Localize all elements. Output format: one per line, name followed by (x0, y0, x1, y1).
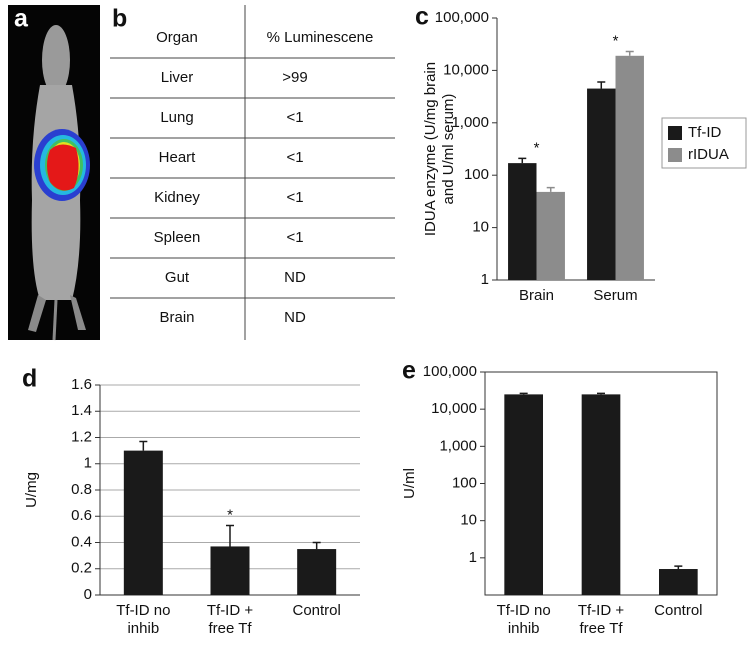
significance-mark: * (613, 32, 619, 49)
y-tick-label: 1 (84, 455, 92, 472)
y-tick-label: 1.2 (71, 428, 92, 445)
x-tick-label: Tf-ID + (578, 602, 624, 619)
y-tick-label: 1 (469, 549, 477, 566)
table-cell: ND (284, 309, 306, 326)
error-bar (625, 50, 634, 56)
error-bar (519, 392, 528, 395)
y-tick-label: 10,000 (431, 400, 477, 417)
panel-label: a (14, 5, 29, 33)
error-bar (312, 541, 321, 550)
bar (508, 163, 537, 280)
table-cell: Liver (161, 69, 194, 86)
bar (659, 569, 698, 595)
table-cell: <1 (286, 109, 303, 126)
x-tick-label: inhib (127, 620, 159, 637)
x-tick-label: Tf-ID no (497, 602, 551, 619)
y-tick-label: 100 (452, 474, 477, 491)
table-cell: <1 (286, 149, 303, 166)
y-tick-label: 0.2 (71, 560, 92, 577)
x-tick-label: Tf-ID + (207, 602, 253, 619)
error-bar (518, 157, 527, 164)
bar (587, 88, 616, 281)
significance-mark: * (227, 506, 233, 523)
error-bar (139, 440, 148, 451)
y-tick-label: 1,000 (439, 437, 477, 454)
error-bar (546, 186, 555, 192)
table-header: % Luminescene (267, 29, 374, 46)
table-cell: Gut (165, 269, 190, 286)
y-tick-label: 10 (460, 512, 477, 529)
panel-label: b (112, 5, 127, 33)
x-tick-label: Brain (519, 287, 554, 304)
legend-label: Tf-ID (688, 124, 721, 141)
table-cell: Lung (160, 109, 193, 126)
panel-label: e (402, 357, 416, 385)
mouse-image (8, 5, 100, 341)
bar (536, 191, 565, 280)
bar (581, 394, 621, 595)
table-cell: Kidney (154, 189, 200, 206)
legend-swatch (668, 126, 682, 140)
y-tick-label: 0.8 (71, 481, 92, 498)
y-axis-label: U/ml (401, 468, 418, 499)
bar (504, 394, 543, 595)
error-bar (597, 392, 605, 395)
panel-label: d (22, 365, 37, 393)
y-tick-label: 100 (464, 166, 489, 183)
legend-frame (661, 117, 747, 169)
x-tick-label: Tf-ID no (116, 602, 170, 619)
x-tick-label: Control (654, 602, 702, 619)
y-tick-label: 100,000 (423, 363, 477, 380)
x-tick-label: Control (292, 602, 340, 619)
y-tick-label: 100,000 (435, 9, 489, 26)
legend-label: rIDUA (688, 146, 729, 163)
error-bar (226, 524, 234, 547)
error-bar (597, 81, 606, 89)
bar (123, 450, 163, 595)
y-tick-label: 1 (481, 271, 489, 288)
y-axis-label: IDUA enzyme (U/mg brain (422, 62, 439, 236)
y-tick-label: 1,000 (451, 114, 489, 131)
y-tick-label: 0.6 (71, 507, 92, 524)
bar (615, 55, 644, 281)
y-tick-label: 0 (84, 586, 92, 603)
table-cell: ND (284, 269, 306, 286)
error-bar (674, 565, 683, 570)
table-cell: <1 (286, 229, 303, 246)
bar (297, 549, 337, 595)
table-cell: Heart (159, 149, 197, 166)
y-tick-label: 1.4 (71, 402, 92, 419)
table-cell: >99 (282, 69, 307, 86)
table-cell: Brain (159, 309, 194, 326)
table-header: Organ (156, 29, 198, 46)
legend-swatch (668, 148, 682, 162)
panel-label: c (415, 3, 429, 31)
x-tick-label: Serum (593, 287, 637, 304)
y-tick-label: 10,000 (443, 61, 489, 78)
x-tick-label: free Tf (579, 620, 623, 637)
table-cell: Spleen (154, 229, 201, 246)
significance-mark: * (534, 139, 540, 156)
x-tick-label: inhib (508, 620, 540, 637)
y-axis-label: and U/ml serum) (440, 94, 457, 205)
table-cell: <1 (286, 189, 303, 206)
y-tick-label: 10 (472, 219, 489, 236)
x-tick-label: free Tf (208, 620, 252, 637)
y-tick-label: 1.6 (71, 376, 92, 393)
bar (210, 546, 250, 595)
y-tick-label: 0.4 (71, 533, 92, 550)
y-axis-label: U/mg (23, 472, 40, 508)
